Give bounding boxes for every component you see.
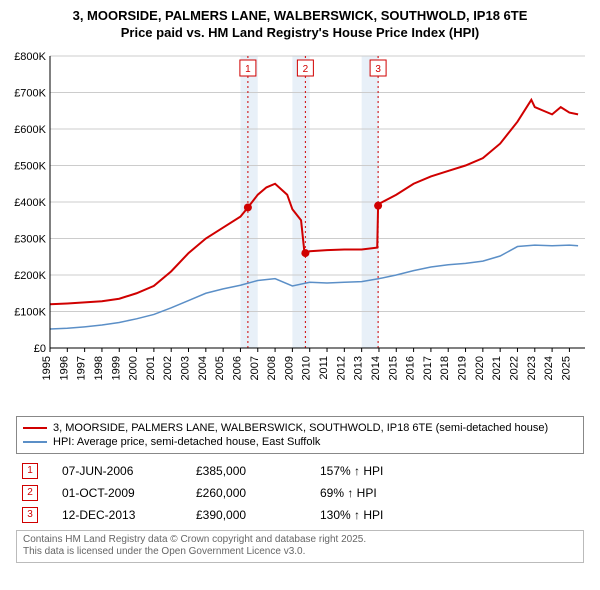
svg-text:2024: 2024 [543,356,555,380]
sales-table: 1 07-JUN-2006 £385,000 157% ↑ HPI 2 01-OCT-20… [16,460,584,526]
legend-item: 3, MOORSIDE, PALMERS LANE, WALBERSWICK, … [23,421,577,435]
svg-text:2025: 2025 [560,356,572,380]
svg-text:£500K: £500K [14,160,46,172]
svg-text:1998: 1998 [93,356,105,380]
sale-row: 2 01-OCT-2009 £260,000 69% ↑ HPI [16,482,584,504]
svg-text:1995: 1995 [41,356,53,380]
legend-label: HPI: Average price, semi-detached house,… [53,436,320,448]
legend-item: HPI: Average price, semi-detached house,… [23,435,577,449]
legend-swatch [23,441,47,443]
svg-text:2: 2 [303,64,309,75]
sale-hpi: 130% ↑ HPI [320,508,430,522]
svg-text:1: 1 [245,64,251,75]
legend-swatch [23,427,47,429]
svg-text:2008: 2008 [266,356,278,380]
sale-marker: 2 [22,485,38,501]
sale-price: £385,000 [196,464,296,478]
sale-row: 1 07-JUN-2006 £385,000 157% ↑ HPI [16,460,584,482]
svg-text:1997: 1997 [76,356,88,380]
svg-text:2015: 2015 [387,356,399,380]
svg-text:2009: 2009 [283,356,295,380]
sale-row: 3 12-DEC-2013 £390,000 130% ↑ HPI [16,504,584,526]
svg-text:2007: 2007 [249,356,261,380]
svg-text:2019: 2019 [457,356,469,380]
svg-text:2020: 2020 [474,356,486,380]
sale-price: £390,000 [196,508,296,522]
sale-date: 12-DEC-2013 [62,508,172,522]
chart-title: 3, MOORSIDE, PALMERS LANE, WALBERSWICK, … [8,8,592,42]
title-line-2: Price paid vs. HM Land Registry's House … [8,25,592,42]
svg-text:2013: 2013 [353,356,365,380]
svg-text:2014: 2014 [370,356,382,380]
svg-text:£400K: £400K [14,197,46,209]
svg-text:2004: 2004 [197,356,209,380]
attribution-footer: Contains HM Land Registry data © Crown c… [16,530,584,563]
footer-line-2: This data is licensed under the Open Gov… [23,546,577,559]
title-line-1: 3, MOORSIDE, PALMERS LANE, WALBERSWICK, … [8,8,592,25]
svg-text:2012: 2012 [335,356,347,380]
svg-text:2018: 2018 [439,356,451,380]
svg-text:£800K: £800K [14,51,46,63]
svg-text:2021: 2021 [491,356,503,380]
svg-text:2001: 2001 [145,356,157,380]
svg-text:£200K: £200K [14,270,46,282]
svg-text:2003: 2003 [180,356,192,380]
sale-hpi: 69% ↑ HPI [320,486,430,500]
svg-text:£100K: £100K [14,306,46,318]
sale-hpi: 157% ↑ HPI [320,464,430,478]
sale-marker: 3 [22,507,38,523]
svg-text:1999: 1999 [110,356,122,380]
svg-text:2023: 2023 [526,356,538,380]
svg-text:2022: 2022 [508,356,520,380]
svg-text:3: 3 [375,64,381,75]
svg-text:2011: 2011 [318,356,330,380]
sale-date: 07-JUN-2006 [62,464,172,478]
svg-text:2006: 2006 [231,356,243,380]
svg-text:£700K: £700K [14,87,46,99]
svg-text:£600K: £600K [14,124,46,136]
svg-text:2005: 2005 [214,356,226,380]
svg-text:1996: 1996 [58,356,70,380]
svg-text:£300K: £300K [14,233,46,245]
svg-text:2010: 2010 [301,356,313,380]
sale-date: 01-OCT-2009 [62,486,172,500]
svg-text:2016: 2016 [405,356,417,380]
legend: 3, MOORSIDE, PALMERS LANE, WALBERSWICK, … [16,416,584,454]
sale-price: £260,000 [196,486,296,500]
svg-text:£0: £0 [34,343,46,355]
sale-marker: 1 [22,463,38,479]
svg-text:2000: 2000 [128,356,140,380]
svg-text:2002: 2002 [162,356,174,380]
footer-line-1: Contains HM Land Registry data © Crown c… [23,534,577,547]
price-chart: £0 £100K £200K £300K £400K £500K £600K £700K £80… [10,48,590,408]
legend-label: 3, MOORSIDE, PALMERS LANE, WALBERSWICK, … [53,422,548,434]
svg-text:2017: 2017 [422,356,434,380]
